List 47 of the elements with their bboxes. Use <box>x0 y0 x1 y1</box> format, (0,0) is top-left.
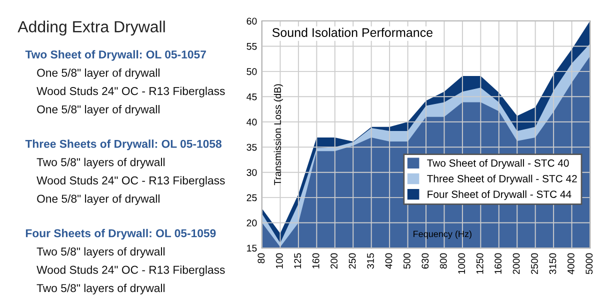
y-tick-label: 35 <box>246 144 257 151</box>
text: Two 5/8" layers of drywall <box>36 284 165 294</box>
x-tick-label: 1600 <box>494 253 502 274</box>
x-tick-label: 200 <box>330 253 338 269</box>
text: Two 5/8" layers of drywall <box>36 158 165 168</box>
legend-label: Four Sheet of Drywall - STC 44 <box>428 190 572 200</box>
text: One 5/8" layer of drywall <box>37 105 160 116</box>
x-tick-label: 2000 <box>512 253 520 274</box>
text: One 5/8" layer of drywall <box>37 194 160 206</box>
x-tick-label: 2500 <box>531 253 538 274</box>
y-tick-label: 45 <box>246 94 257 100</box>
y-axis-title: Transmission Loss (dB) <box>274 84 283 186</box>
x-tick-label: 630 <box>422 253 429 269</box>
text: Wood Studs 24" OC - R13 Fiberglass <box>36 86 225 98</box>
y-tick-label: 20 <box>246 220 257 226</box>
text: Two Sheet of Drywall: OL 05-1057 <box>25 50 206 61</box>
x-tick-label: 400 <box>385 253 392 269</box>
x-tick-label: 800 <box>440 253 447 269</box>
text: Three Sheets of Drywall: OL 05-1058 <box>25 140 222 150</box>
y-tick-label: 55 <box>246 43 257 50</box>
y-tick-label: 25 <box>246 194 257 202</box>
text: One 5/8" layer of drywall <box>37 68 160 80</box>
x-tick-label: 3150 <box>549 253 556 274</box>
x-tick-label: 315 <box>367 253 374 269</box>
y-tick-label: 40 <box>246 118 257 126</box>
y-tick-label: 15 <box>247 244 257 252</box>
x-tick-label: 250 <box>348 253 356 269</box>
text: Wood Studs 24" OC - R13 Fiberglass <box>36 266 225 276</box>
x-tick-label: 1250 <box>476 253 484 274</box>
x-tick-label: 125 <box>294 253 302 268</box>
legend-label: Three Sheet of Drywall - STC 42 <box>427 174 577 184</box>
text: Two 5/8" layers of drywall <box>36 247 165 258</box>
text: Adding Extra Drywall <box>18 20 165 36</box>
legend-label: Two Sheet of Drywall - STC 40 <box>427 159 569 169</box>
x-tick-label: 4000 <box>568 253 574 274</box>
text: Four Sheets of Drywall: OL 05-1059 <box>26 228 216 240</box>
y-tick-label: 30 <box>246 169 257 176</box>
x-tick-label: 1000 <box>458 253 466 274</box>
chart-title: Sound Isolation Performance <box>272 28 432 37</box>
x-tick-label: 500 <box>404 253 410 269</box>
y-tick-label: 50 <box>246 68 257 76</box>
x-tick-label: 100 <box>276 253 283 268</box>
text: Wood Studs 24" OC - R13 Fiberglass <box>36 176 225 187</box>
x-tick-label: 160 <box>312 253 320 268</box>
x-tick-label: 80 <box>258 253 265 264</box>
y-tick-label: 60 <box>246 18 257 25</box>
x-tick-label: 5000 <box>586 253 593 274</box>
